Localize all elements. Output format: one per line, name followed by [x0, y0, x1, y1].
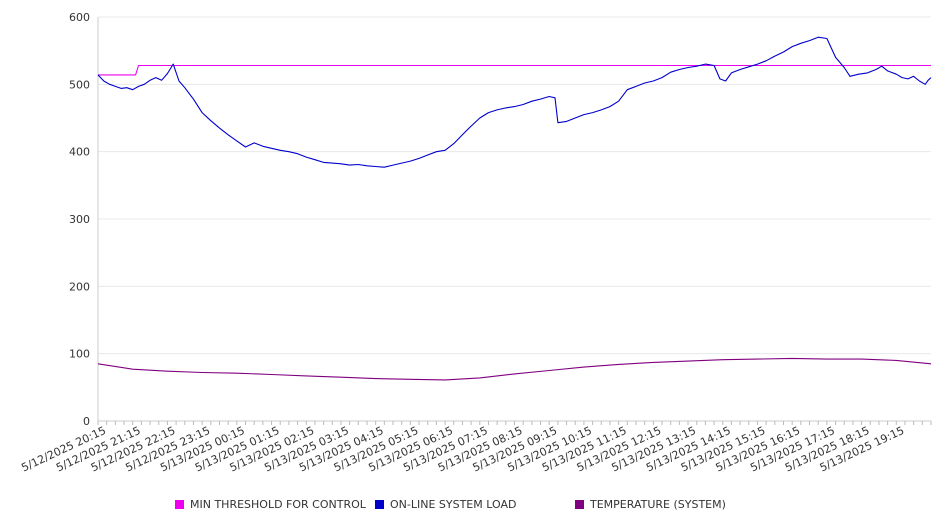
legend-swatch-min-threshold: [175, 500, 184, 509]
legend-item-min-threshold[interactable]: MIN THRESHOLD FOR CONTROL: [175, 498, 366, 511]
legend-label-temperature: TEMPERATURE (SYSTEM): [590, 498, 726, 511]
legend-item-temperature[interactable]: TEMPERATURE (SYSTEM): [575, 498, 726, 511]
series-line-system-load: [97, 36, 932, 168]
y-tick-label: 200: [69, 280, 90, 293]
legend-item-system-load[interactable]: ON-LINE SYSTEM LOAD: [375, 498, 516, 511]
series-line-temperature: [97, 357, 932, 381]
chart-legend: MIN THRESHOLD FOR CONTROL ON-LINE SYSTEM…: [0, 498, 946, 518]
y-tick-label: 100: [69, 348, 90, 361]
y-tick-label: 400: [69, 146, 90, 159]
x-axis: 5/12/2025 20:155/12/2025 21:155/12/2025 …: [19, 420, 932, 474]
y-tick-label: 500: [69, 78, 90, 91]
legend-label-system-load: ON-LINE SYSTEM LOAD: [390, 498, 517, 511]
y-tick-label: 600: [69, 11, 90, 24]
y-tick-label: 300: [69, 213, 90, 226]
legend-swatch-system-load: [375, 500, 384, 509]
legend-swatch-temperature: [575, 500, 584, 509]
y-axis: 0 100 200 300 400 500 600: [69, 11, 99, 428]
legend-label-min-threshold: MIN THRESHOLD FOR CONTROL: [190, 498, 366, 511]
series-line-min-threshold: [98, 64, 931, 76]
y-tick-label: 0: [83, 415, 90, 428]
chart-gridlines: [98, 16, 931, 355]
series-layer: [97, 36, 932, 381]
